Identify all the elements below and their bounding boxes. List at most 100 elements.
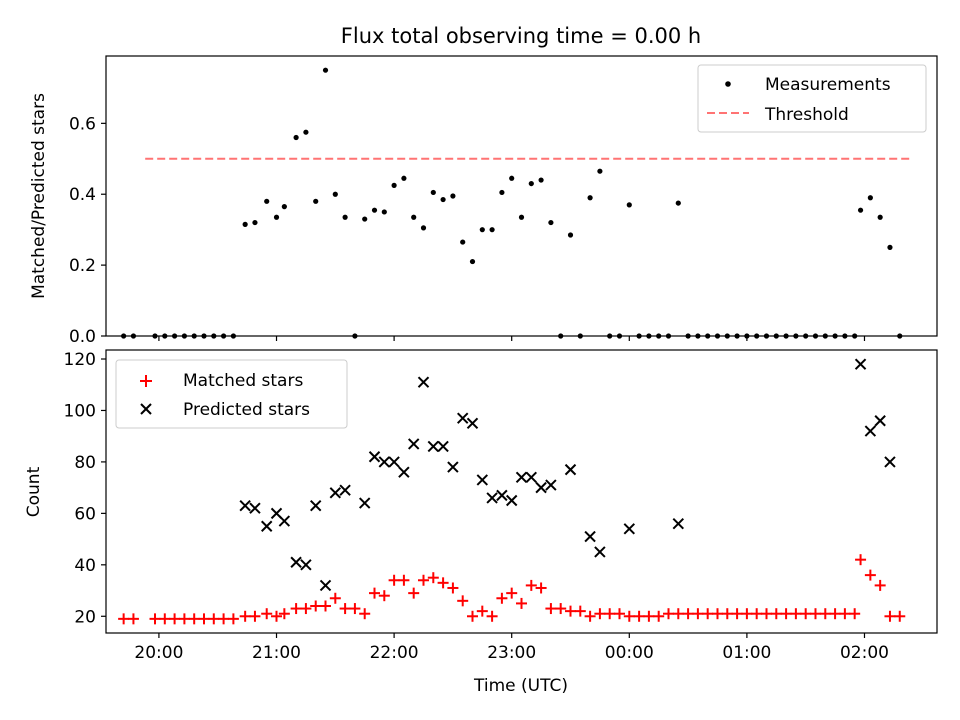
measurement-point [857, 207, 864, 213]
matched-star-point [849, 608, 861, 620]
measurement-point [264, 198, 270, 204]
matched-star-point [188, 613, 200, 625]
y-tick-label: 0.4 [69, 185, 96, 205]
measurement-point [420, 225, 427, 231]
measurement-point [252, 219, 258, 226]
predicted-star-point [476, 474, 489, 486]
matched-star-point [427, 572, 439, 584]
bottom-x-ticks: 20:00 21:00 22:00 23:00 00:00 01:00 02:00 [134, 633, 889, 663]
matched-star-point [369, 587, 381, 599]
matched-star-point [227, 613, 239, 625]
matched-star-point [672, 608, 684, 620]
predicted-star-point [319, 579, 332, 592]
predicted-star-point [290, 556, 302, 568]
measurement-point [313, 198, 319, 204]
y-tick-label: 0.2 [69, 256, 96, 276]
matched-star-point [819, 608, 831, 620]
x-tick-label: 21:00 [252, 643, 301, 663]
matched-star-point [506, 587, 518, 599]
matched-star-point [770, 608, 782, 620]
measurement-point [411, 214, 417, 220]
y-tick-label: 20 [74, 607, 96, 627]
predicted-star-point [239, 499, 251, 512]
predicted-star-point [594, 546, 606, 558]
top-y-axis-label: Matched/Predicted stars [29, 93, 49, 299]
matched-star-point [623, 610, 635, 622]
x-tick-label: 20:00 [134, 643, 183, 663]
matched-star-point [584, 610, 596, 622]
matched-star-point [525, 579, 537, 591]
legend-matched-label: Matched stars [183, 371, 303, 391]
matched-star-point [613, 608, 625, 620]
matched-star-point [261, 608, 273, 620]
matched-star-point [169, 613, 181, 625]
bottom-axes-frame [105, 349, 938, 634]
predicted-star-point [398, 466, 410, 478]
matched-star-point [271, 610, 283, 622]
measurement-point [450, 193, 456, 199]
matched-star-point [721, 608, 733, 620]
matched-star-point [535, 582, 547, 594]
matched-star-point [278, 608, 290, 620]
legend-threshold-label: Threshold [764, 105, 849, 125]
bottom-legend: Matched stars Predicted stars [115, 359, 348, 429]
predicted-star-point [496, 489, 508, 502]
measurement-point [391, 182, 397, 188]
matched-star-point [437, 577, 449, 589]
bottom-legend-box [115, 359, 348, 429]
matched-star-point [662, 608, 674, 620]
predicted-star-point [545, 479, 557, 491]
matched-star-point [702, 608, 714, 620]
predicted-star-point [378, 456, 391, 468]
matched-star-point [682, 608, 694, 620]
predicted-star-point [427, 440, 440, 453]
matched-star-point [359, 608, 371, 620]
matched-star-point [894, 610, 906, 622]
matched-star-point [643, 610, 655, 622]
measurement-point [877, 214, 883, 220]
matched-star-point [496, 592, 508, 604]
bottom-y-ticks: 20 40 60 80 100 120 [64, 350, 106, 627]
bottom-plot-area [118, 358, 906, 625]
matched-star-point [864, 569, 876, 581]
measurement-point [332, 191, 338, 197]
predicted-star-point [505, 494, 518, 507]
matched-star-point [633, 610, 645, 622]
matched-star-point [378, 590, 390, 602]
y-tick-label: 80 [74, 453, 96, 473]
measurement-point [567, 232, 574, 238]
predicted-star-point [310, 499, 322, 512]
matched-star-point [751, 608, 763, 620]
matched-star-point [249, 610, 261, 622]
matched-star-point [800, 608, 812, 620]
legend-measurements-label: Measurements [765, 75, 891, 95]
bottom-panel: 20:00 21:00 22:00 23:00 00:00 01:00 02:00 20 40… [24, 349, 938, 696]
matched-star-point [457, 595, 469, 607]
matched-star-point [218, 613, 230, 625]
measurement-point [887, 244, 893, 250]
measurement-point [440, 196, 446, 203]
x-tick-label: 00:00 [605, 643, 654, 663]
measurement-point [518, 214, 525, 220]
measurement-point [499, 189, 505, 196]
matched-star-point [349, 603, 361, 615]
chart-title: Flux total observing time = 0.00 h [341, 24, 701, 48]
measurement-point [430, 189, 436, 196]
measurement-point [538, 177, 544, 183]
measurement-point [401, 175, 407, 181]
matched-star-point [809, 608, 821, 620]
predicted-star-point [278, 515, 291, 527]
matched-star-point [486, 610, 498, 622]
predicted-star-point [456, 412, 469, 424]
matched-star-point [555, 603, 567, 615]
predicted-star-point [249, 502, 261, 514]
legend-predicted-marker [140, 403, 152, 415]
matched-star-point [398, 574, 410, 586]
matched-star-point [839, 608, 851, 620]
y-tick-label: 0.0 [69, 327, 96, 347]
x-tick-label: 01:00 [722, 643, 771, 663]
measurement-point [460, 239, 466, 245]
matched-star-point [884, 610, 896, 622]
measurement-point [469, 258, 476, 265]
measurement-point [509, 175, 515, 181]
